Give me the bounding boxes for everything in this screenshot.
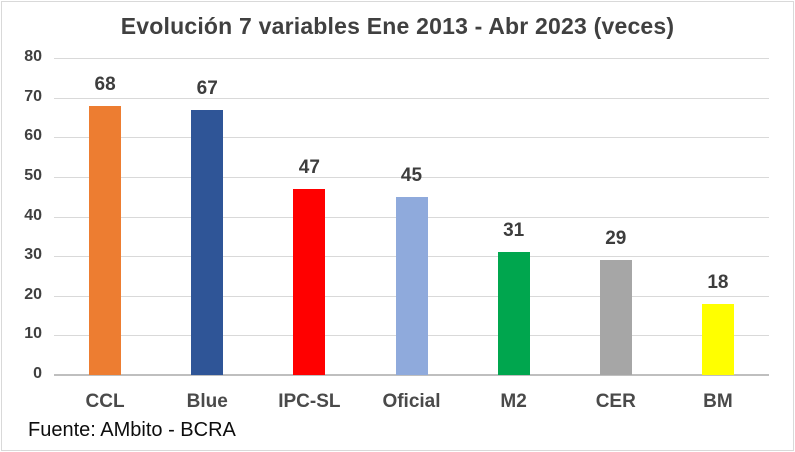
x-category-label-blue: Blue [186,391,228,412]
bar-ipc-sl [293,188,326,375]
source-note: Fuente: AMbito - BCRA [28,419,236,441]
gridline-y60 [54,137,769,139]
y-tick-label-50: 50 [24,166,42,184]
x-category-label-bm: BM [703,391,733,412]
y-tick-label-80: 80 [24,48,42,65]
bar-bm [701,303,734,375]
x-axis-line [54,374,769,376]
x-category-label-ipc-sl: IPC-SL [278,391,341,412]
bar-ccl [89,105,122,375]
bar-value-label-cer: 29 [605,228,627,250]
y-tick-label-60: 60 [24,127,42,145]
bar-blue [191,109,224,375]
bar-value-label-blue: 67 [196,77,218,99]
bar-value-label-oficial: 45 [400,164,423,186]
y-tick-label-20: 20 [24,285,42,303]
bar-oficial [395,196,428,375]
y-tick-label-30: 30 [24,246,42,264]
x-category-label-ccl: CCL [85,391,125,412]
y-tick-label-0: 0 [33,365,42,382]
x-category-label-m2: M2 [500,391,527,412]
x-category-label-cer: CER [595,391,636,412]
bar-value-label-bm: 18 [707,271,729,293]
chart-title: Evolución 7 variables Ene 2013 - Abr 202… [120,13,675,39]
bar-m2 [497,252,530,375]
x-category-label-oficial: Oficial [382,391,441,412]
bar-value-label-ccl: 68 [94,73,116,95]
gridline-y50 [54,176,769,178]
y-tick-label-70: 70 [24,87,42,105]
gridline-y70 [54,97,769,99]
bar-cer [599,260,632,375]
bar-value-label-m2: 31 [503,220,525,242]
y-tick-label-10: 10 [24,325,42,343]
gridline-y80 [54,58,769,59]
bar-value-label-ipc-sl: 47 [298,156,320,178]
y-tick-label-40: 40 [24,206,42,224]
